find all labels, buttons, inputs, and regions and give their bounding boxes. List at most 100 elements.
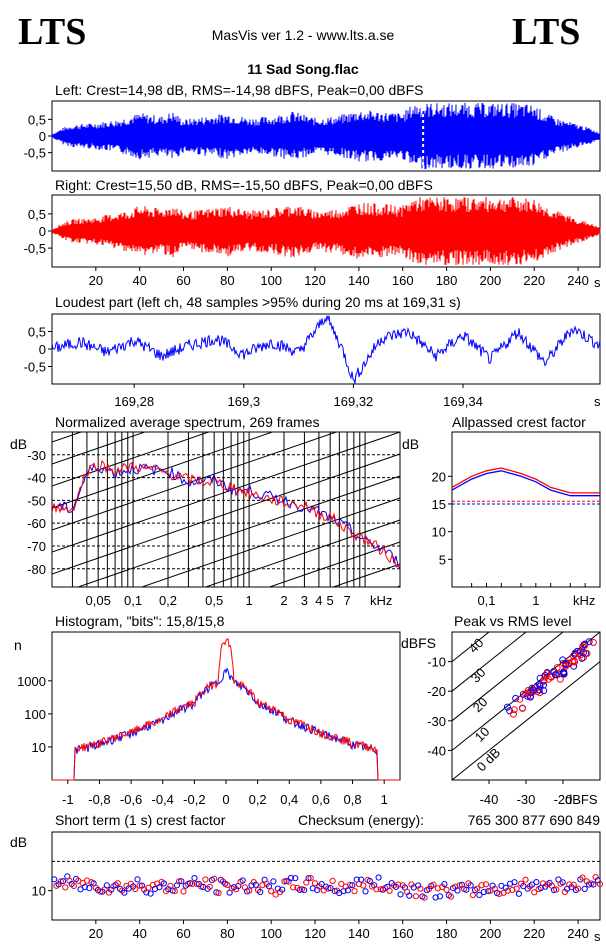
short-term-point — [202, 876, 209, 883]
histogram-xtick-label: 0,8 — [344, 792, 362, 807]
short-term-point — [520, 883, 527, 890]
short-term-point — [114, 880, 121, 887]
spectrum-xtick-label: 5 — [327, 593, 334, 608]
spectrum-slope-line — [52, 432, 338, 531]
spectrum-slope-line — [52, 432, 211, 487]
short-term-point — [305, 875, 312, 882]
spectrum-xtick-label: 2 — [280, 593, 287, 608]
peak-rms-point — [589, 639, 597, 646]
loudest-ytick-label: 0,5 — [28, 325, 46, 340]
short-term-point — [176, 878, 183, 885]
left-wave-ytick-label: 0 — [39, 129, 46, 144]
peak-rms-ytick-label: -10 — [427, 655, 446, 670]
spectrum-slope-line — [76, 475, 400, 587]
short-term-point — [147, 890, 154, 897]
time-axis-unit: s — [594, 275, 601, 290]
time-axis-tick-label: 100 — [260, 273, 282, 288]
short-term-point — [329, 877, 336, 885]
histogram-title: Histogram, "bits": 15,8/15,8 — [55, 613, 225, 629]
short-term-point — [467, 882, 474, 889]
spectrum-xtick-label: 4 — [315, 593, 322, 608]
short-term-point — [596, 881, 604, 888]
short-term-point — [136, 882, 143, 889]
short-term-point — [480, 888, 487, 896]
histogram-left-line — [52, 667, 400, 781]
short-term-point — [57, 878, 64, 885]
short-term-point — [533, 879, 540, 886]
loudest-x-unit: s — [594, 394, 601, 409]
short-term-point — [62, 884, 69, 891]
short-term-point — [224, 881, 231, 889]
spectrum-ytick-label: -80 — [27, 562, 46, 577]
short-term-point — [412, 893, 419, 900]
short-term-point — [443, 886, 450, 893]
short-term-frame — [51, 831, 601, 921]
spectrum-xtick-label: 0,2 — [159, 593, 177, 608]
histogram-xtick-label: -0,6 — [120, 792, 142, 807]
short-term-point — [189, 880, 196, 888]
short-term-point — [386, 887, 393, 895]
histogram-xtick-label: 1 — [381, 792, 388, 807]
short-term-point — [156, 884, 163, 891]
peak-rms-point — [535, 686, 543, 694]
short-term-point — [575, 885, 582, 892]
spectrum-ylabel: dB — [10, 436, 27, 452]
spectrum-slope-line — [204, 519, 400, 587]
short-term-point — [132, 885, 139, 893]
peak-rms-point — [560, 668, 567, 676]
peak-rms-ytick-label: -20 — [427, 684, 446, 699]
left-wave-ytick-label: 0,5 — [28, 112, 46, 127]
peak-rms-diag-label: 0 dB — [474, 745, 504, 775]
short-term-point — [513, 885, 520, 892]
histogram-xtick-label: 0 — [222, 792, 229, 807]
plot-layer: 0,50-0,50,50-0,520 40 60 80 100 120 140 160 180 2… — [17, 100, 604, 941]
short-term-x-tick-label: 20 — [89, 926, 103, 941]
short-term-point — [145, 884, 152, 891]
short-term-point — [430, 881, 437, 888]
spectrum-ytick-label: -60 — [27, 516, 46, 531]
spectrum-slope-line — [52, 432, 274, 509]
time-axis-tick-label: 120 — [304, 273, 326, 288]
peak-rms-point — [540, 681, 547, 689]
spectrum-x-unit: kHz — [370, 593, 392, 608]
peak-rms-ytick-label: -30 — [427, 714, 446, 729]
peak-rms-point — [580, 641, 588, 649]
loudest-xtick-label: 169,3 — [228, 394, 261, 409]
short-term-point — [504, 887, 511, 894]
short-term-x-tick-label: 200 — [480, 926, 502, 941]
time-axis-tick-label: 80 — [220, 273, 234, 288]
allpass-ylabel: dB — [402, 436, 419, 452]
short-term-point — [347, 881, 354, 889]
time-axis-tick-label: 240 — [567, 273, 589, 288]
right-wave-ytick-label: 0,5 — [28, 207, 46, 222]
short-term-point — [191, 875, 198, 882]
peak-rms-point — [536, 682, 544, 690]
peak-rms-diag-label: 20 — [470, 694, 491, 715]
short-term-point — [522, 876, 529, 883]
spectrum-xtick-label: 0,5 — [205, 593, 223, 608]
short-term-x-tick-label: 40 — [132, 926, 146, 941]
short-term-x-tick-label: 120 — [304, 926, 326, 941]
peak-rms-point — [585, 638, 593, 646]
short-term-point — [581, 885, 588, 893]
peak-rms-point — [553, 664, 561, 672]
short-term-point — [417, 885, 424, 892]
peak-rms-diag — [452, 660, 600, 780]
spectrum-right-line — [52, 459, 400, 568]
allpass-frame — [451, 431, 601, 588]
time-axis-tick-label: 160 — [392, 273, 414, 288]
peak-rms-x-unit: dBFS — [565, 792, 598, 807]
peak-rms-point — [581, 642, 589, 649]
spectrum-left-line — [52, 463, 400, 570]
allpass-ytick-label: 10 — [432, 525, 446, 540]
spectrum-slope-line — [52, 453, 400, 575]
short-term-point — [511, 879, 518, 886]
short-term-point — [287, 874, 294, 882]
allpass-xtick-label: 1 — [532, 593, 539, 608]
short-term-point — [121, 889, 128, 896]
short-term-point — [193, 880, 200, 887]
peak-rms-point — [575, 649, 583, 657]
short-term-point — [375, 874, 382, 881]
short-term-x-tick-label: 240 — [567, 926, 589, 941]
peak-rms-ytick-label: -40 — [427, 743, 446, 758]
